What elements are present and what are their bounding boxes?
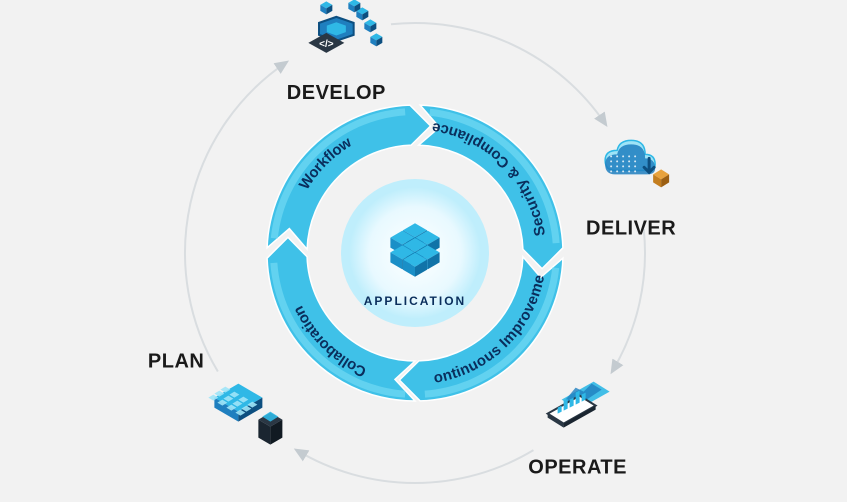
deliver-icon — [605, 140, 669, 187]
devops-cycle-diagram: CollaborationWorkflowSecurity & Complian… — [0, 0, 847, 502]
plan-icon — [208, 384, 282, 445]
stage-label-deliver: DELIVER — [586, 217, 676, 239]
operate-icon — [548, 382, 610, 428]
svg-text:</>: </> — [319, 39, 334, 50]
outer-arc — [612, 229, 645, 372]
process-ring-labels: CollaborationWorkflowSecurity & Complian… — [0, 0, 549, 387]
ring-label-continuous-improvement: Continuous Improvement — [0, 0, 548, 387]
stage-label-develop: DEVELOP — [287, 82, 386, 104]
stage-label-plan: PLAN — [148, 351, 204, 373]
application-core: APPLICATION — [341, 179, 489, 327]
develop-icon: </> — [308, 0, 382, 53]
stage-label-operate: OPERATE — [528, 457, 627, 479]
core-label: APPLICATION — [364, 294, 466, 308]
outer-arc — [297, 450, 534, 483]
